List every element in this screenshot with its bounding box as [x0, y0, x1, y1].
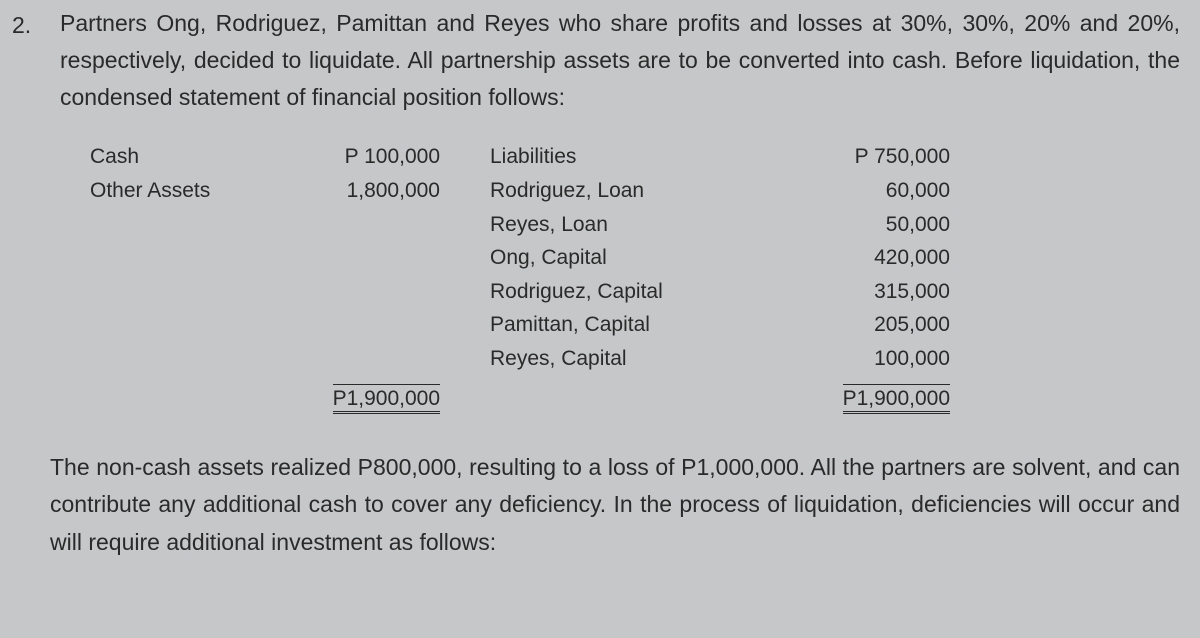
left-total-amount: P1,900,000 — [333, 384, 440, 414]
problem-number: 2. — [12, 12, 31, 39]
asset-amount: 1,800,000 — [290, 174, 440, 208]
liability-amount: 100,000 — [770, 342, 950, 376]
asset-label: Cash — [90, 140, 290, 174]
right-total-amount: P1,900,000 — [843, 384, 950, 414]
liability-label: Reyes, Loan — [490, 208, 770, 242]
liability-label: Pamittan, Capital — [490, 308, 770, 342]
left-amounts-column: P 100,000 1,800,000 P1,900,000 — [290, 140, 490, 413]
liability-label: Rodriguez, Loan — [490, 174, 770, 208]
spacer — [290, 275, 440, 309]
asset-amount: P 100,000 — [290, 140, 440, 174]
spacer — [290, 308, 440, 342]
right-amounts-column: P 750,000 60,000 50,000 420,000 315,000 … — [770, 140, 950, 413]
liability-amount: 420,000 — [770, 241, 950, 275]
left-labels-column: Cash Other Assets — [90, 140, 290, 413]
liability-amount: 205,000 — [770, 308, 950, 342]
closing-paragraph: The non-cash assets realized P800,000, r… — [50, 449, 1180, 563]
asset-label: Other Assets — [90, 174, 290, 208]
problem-content: Partners Ong, Rodriguez, Pamittan and Re… — [60, 5, 1180, 562]
balance-sheet: Cash Other Assets P 100,000 1,800,000 P1… — [90, 140, 1180, 413]
liability-amount: 60,000 — [770, 174, 950, 208]
liability-amount: 50,000 — [770, 208, 950, 242]
liability-label: Liabilities — [490, 140, 770, 174]
right-labels-column: Liabilities Rodriguez, Loan Reyes, Loan … — [490, 140, 770, 413]
liability-label: Rodriguez, Capital — [490, 275, 770, 309]
right-total-row: P1,900,000 — [770, 380, 950, 414]
liability-label: Reyes, Capital — [490, 342, 770, 376]
intro-paragraph: Partners Ong, Rodriguez, Pamittan and Re… — [60, 5, 1180, 115]
liability-amount: 315,000 — [770, 275, 950, 309]
spacer — [290, 208, 440, 242]
liability-label: Ong, Capital — [490, 241, 770, 275]
liability-amount: P 750,000 — [770, 140, 950, 174]
spacer — [290, 342, 440, 376]
left-total-row: P1,900,000 — [290, 380, 440, 414]
spacer — [290, 241, 440, 275]
